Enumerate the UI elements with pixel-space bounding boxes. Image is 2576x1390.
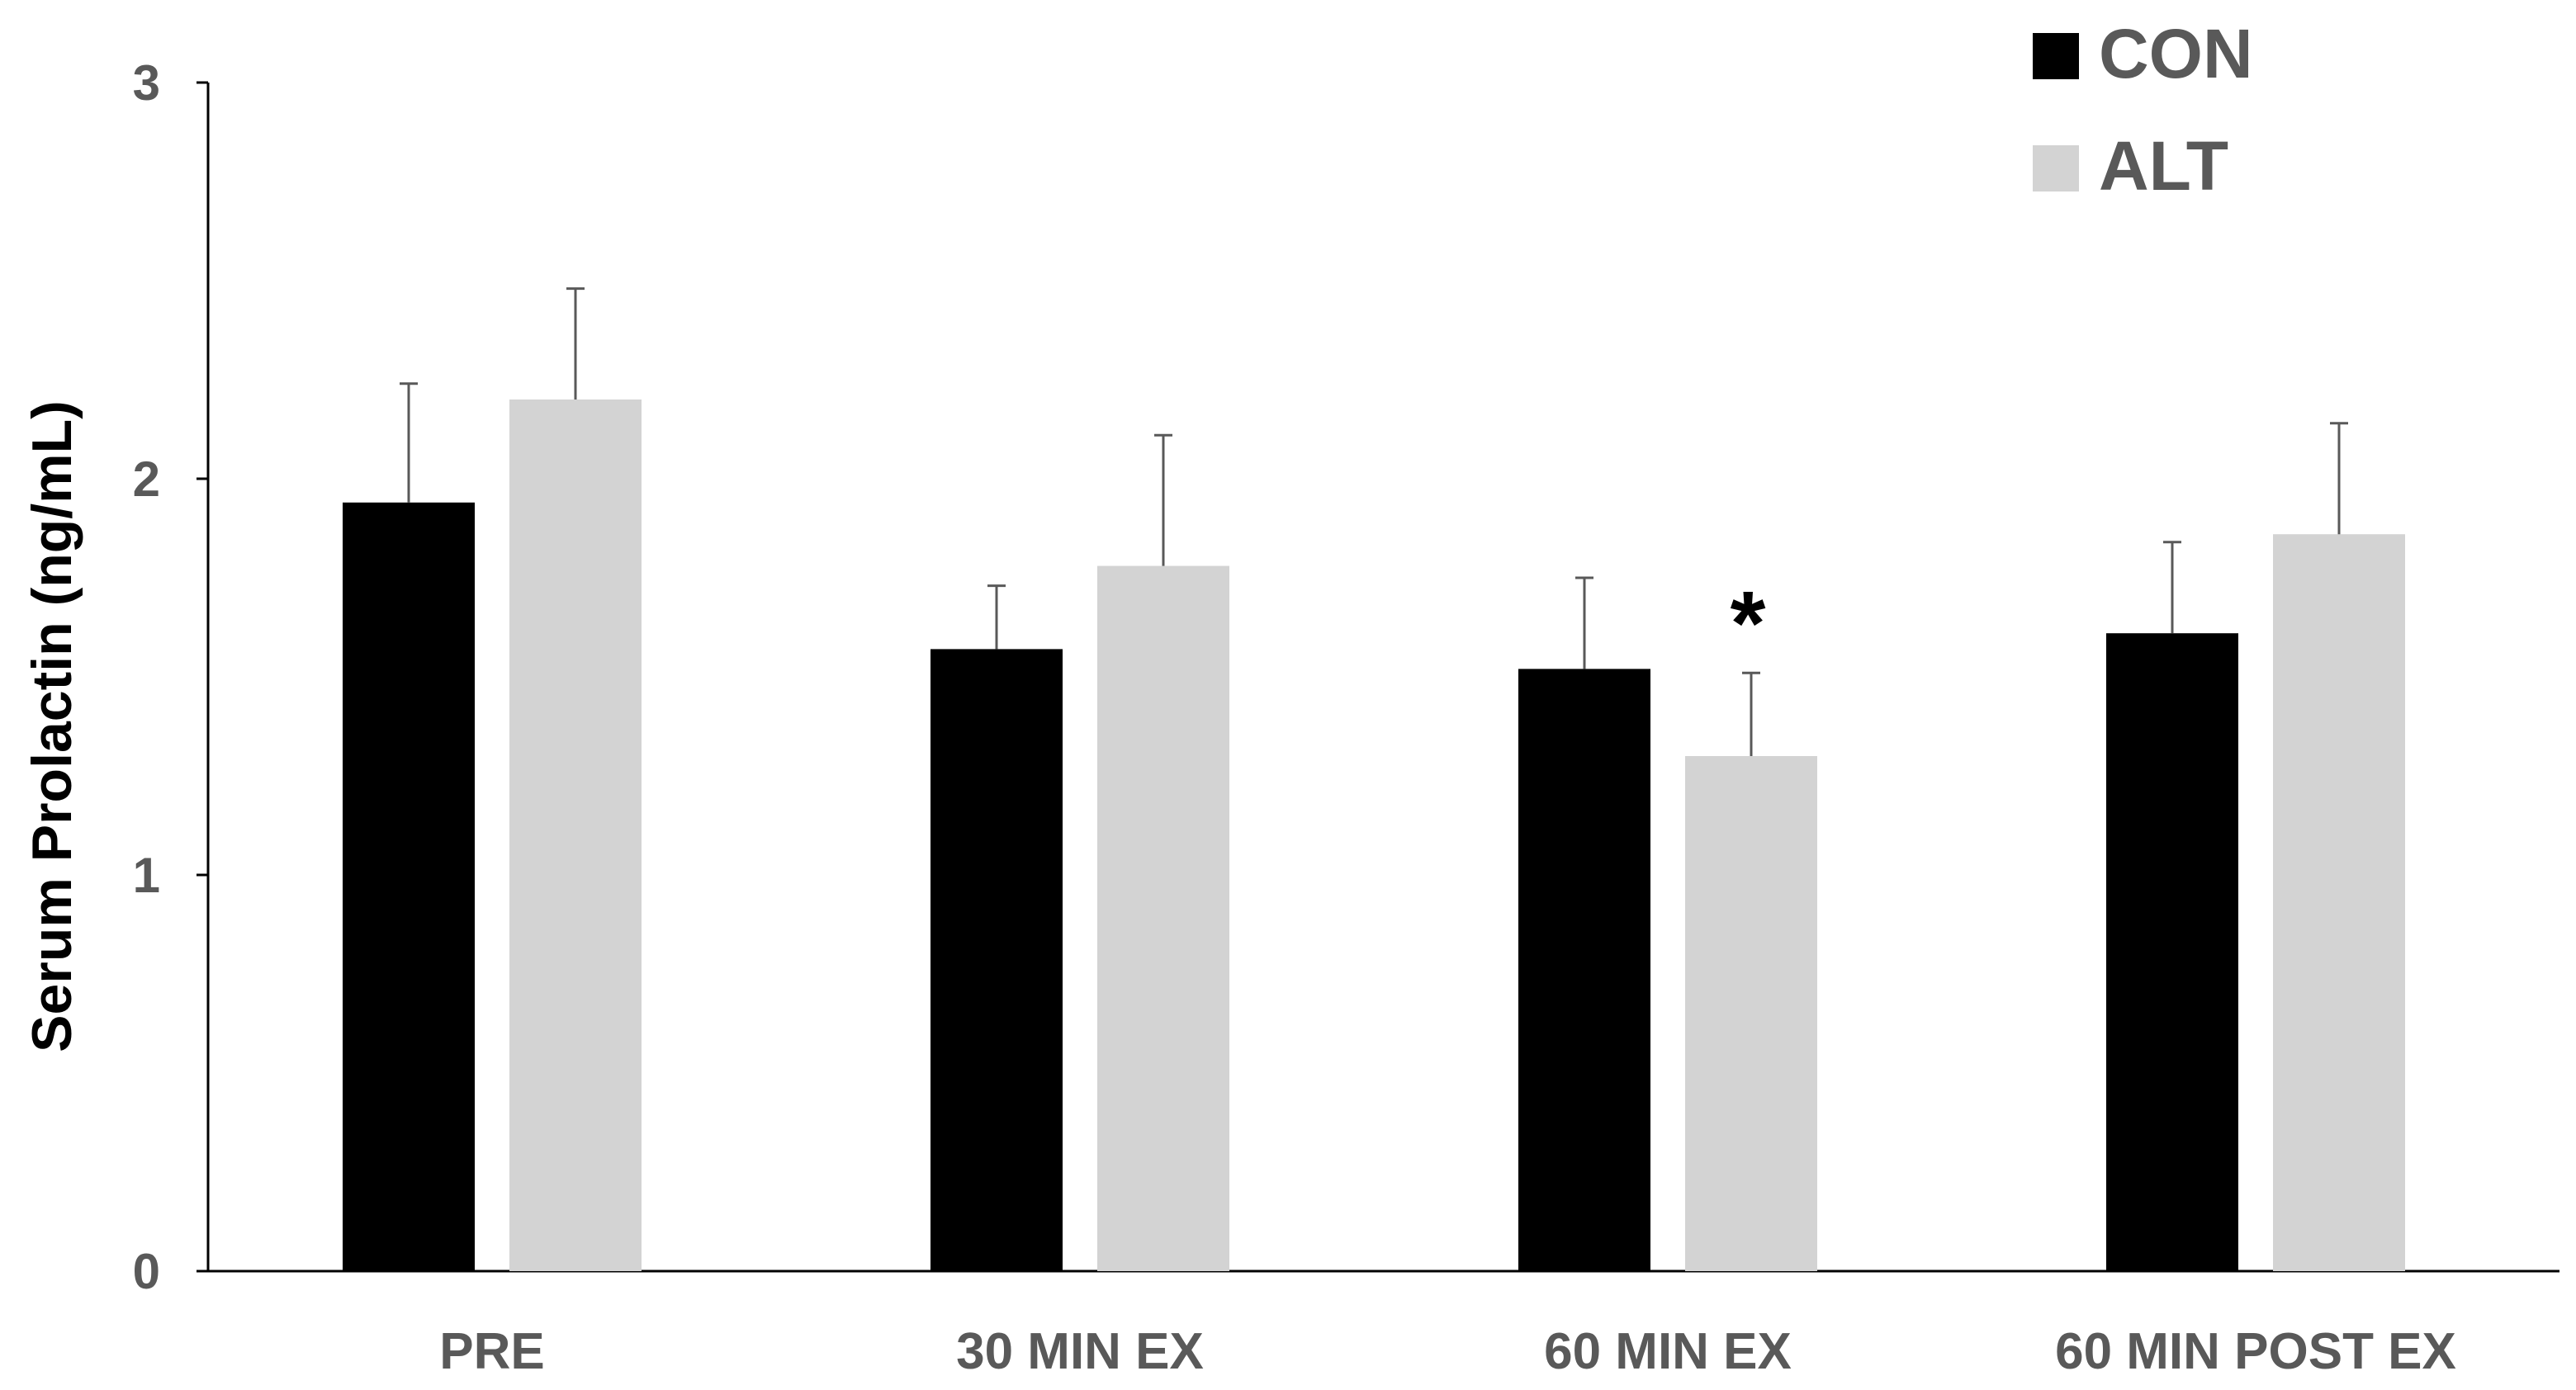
x-tick-label-1: 30 MIN EX (956, 1323, 1204, 1380)
y-axis-title: Serum Prolactin (ng/mL) (21, 400, 83, 1052)
x-tick-label-3: 60 MIN POST EX (2055, 1323, 2456, 1380)
annotation-0: * (1731, 573, 1766, 674)
y-tick-label-0: 0 (133, 1244, 160, 1299)
bar-ALT-2 (1685, 756, 1817, 1271)
y-tick-label-1: 1 (133, 848, 160, 903)
bar-ALT-0 (509, 400, 642, 1271)
legend-label-ALT: ALT (2099, 127, 2228, 205)
y-tick-label-3: 3 (133, 55, 160, 111)
bar-CON-3 (2106, 633, 2238, 1271)
bar-CON-0 (343, 502, 475, 1271)
legend-label-CON: CON (2099, 15, 2253, 92)
x-tick-label-0: PRE (439, 1323, 544, 1380)
legend-swatch-ALT (2033, 145, 2079, 191)
bar-ALT-1 (1097, 565, 1229, 1271)
x-tick-label-2: 60 MIN EX (1544, 1323, 1792, 1380)
bar-CON-2 (1518, 669, 1650, 1271)
bar-CON-1 (930, 649, 1063, 1271)
y-tick-label-2: 2 (133, 452, 160, 507)
bar-ALT-3 (2273, 534, 2405, 1271)
legend-swatch-CON (2033, 33, 2079, 79)
